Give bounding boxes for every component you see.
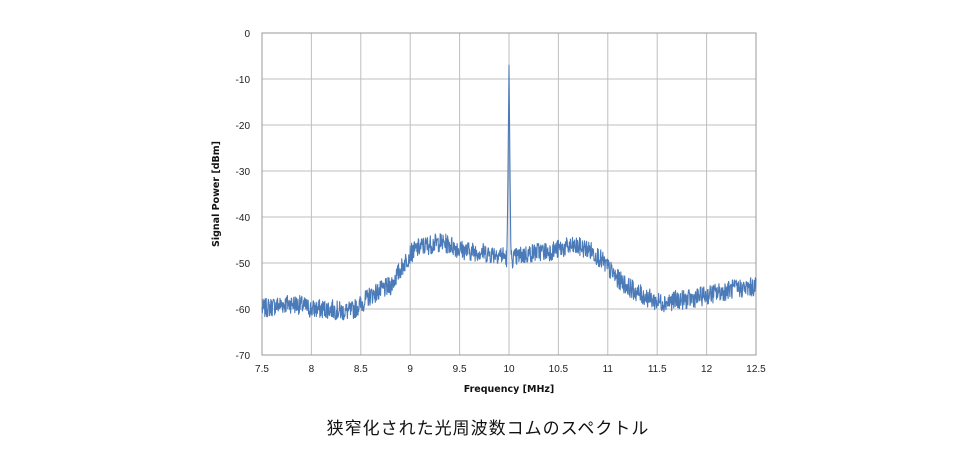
spectrum-chart: 7.5 8 8.5 9 9.5 10 10.5 11 11.5 12 12.5 0 -10 -20 -30… — [211, 29, 766, 395]
x-tick-label: 9 — [407, 364, 413, 375]
grid-lines — [261, 32, 757, 356]
y-tick-label: -10 — [236, 75, 251, 86]
y-tick-label: -20 — [236, 121, 251, 132]
x-tick-label: 10.5 — [549, 364, 569, 375]
y-tick-label: -40 — [236, 213, 251, 224]
x-tick-label: 10 — [503, 364, 515, 375]
y-tick-label: -60 — [236, 305, 251, 316]
y-tick-label: -30 — [236, 167, 251, 178]
x-tick-label: 8.5 — [354, 364, 368, 375]
spectrum-series-line — [261, 64, 757, 321]
y-tick-label: -50 — [236, 259, 251, 270]
x-tick-label: 9.5 — [453, 364, 467, 375]
x-tick-label: 12.5 — [746, 364, 766, 375]
y-tick-label: 0 — [244, 29, 250, 40]
x-tick-label: 12 — [701, 364, 713, 375]
x-tick-label: 8 — [309, 364, 315, 375]
x-axis-title: Frequency [MHz] — [464, 384, 555, 395]
y-tick-labels: 0 -10 -20 -30 -40 -50 -60 -70 — [236, 29, 251, 362]
figure-caption: 狭窄化された光周波数コムのスペクトル — [326, 419, 650, 439]
x-tick-labels: 7.5 8 8.5 9 9.5 10 10.5 11 11.5 12 12.5 — [255, 364, 766, 375]
x-tick-label: 11.5 — [648, 364, 667, 375]
series-layer — [261, 64, 757, 321]
x-tick-label: 7.5 — [255, 364, 269, 375]
plot-border — [261, 32, 757, 356]
y-tick-label: -70 — [236, 351, 251, 362]
y-axis-title: Signal Power [dBm] — [211, 141, 222, 247]
x-tick-label: 11 — [603, 364, 614, 375]
